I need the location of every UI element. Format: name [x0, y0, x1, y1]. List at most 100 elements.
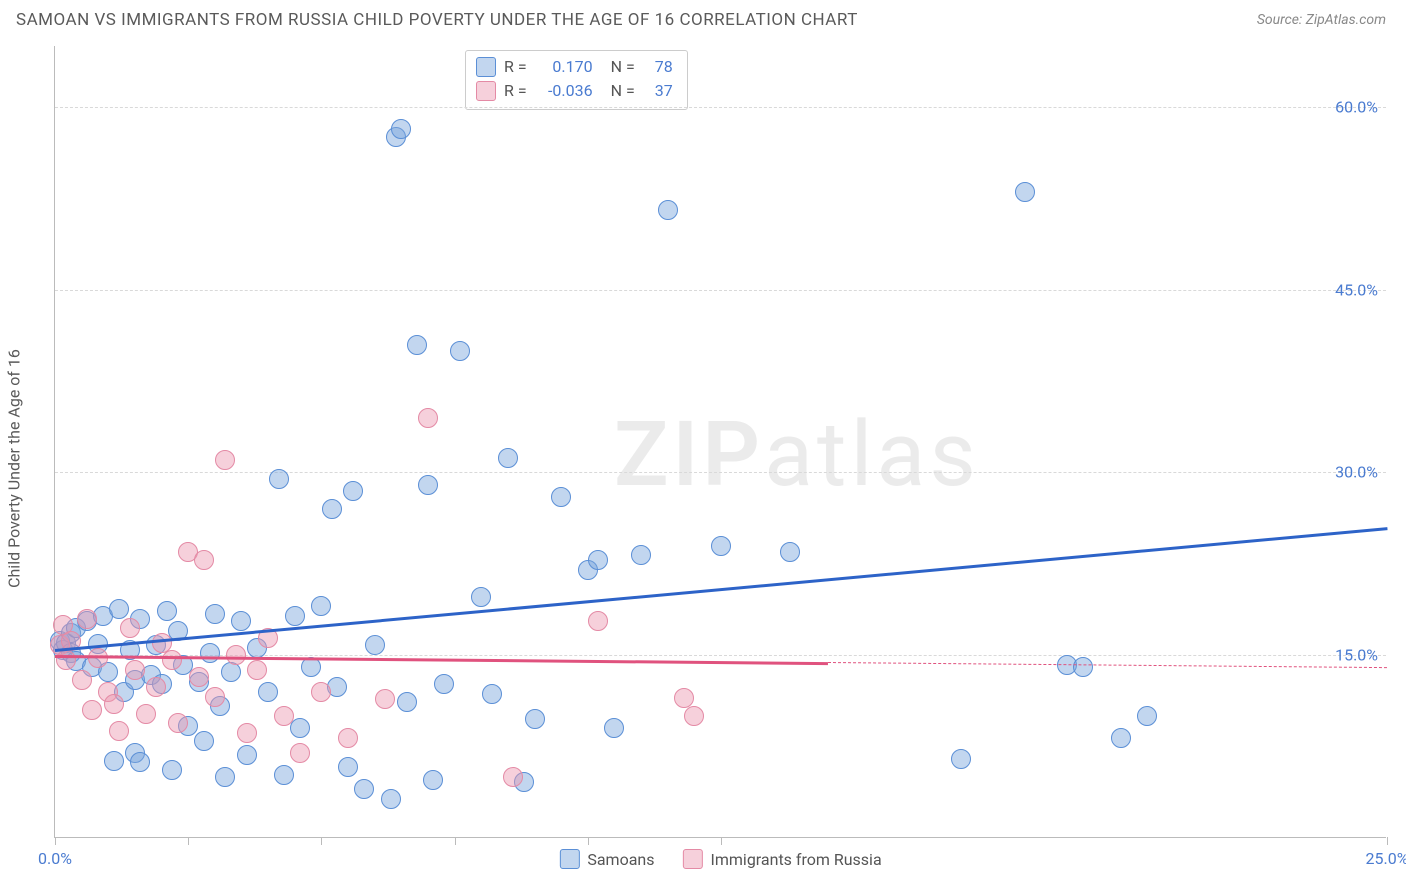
legend-swatch	[683, 849, 703, 869]
data-point	[215, 767, 235, 787]
legend-swatch	[476, 81, 496, 101]
y-tick-label: 30.0%	[1335, 463, 1378, 482]
data-point	[322, 499, 342, 519]
data-point	[109, 721, 129, 741]
x-tick-label: 0.0%	[38, 849, 72, 868]
data-point	[162, 650, 182, 670]
data-point	[168, 713, 188, 733]
y-tick-label: 45.0%	[1335, 280, 1378, 299]
data-point	[375, 689, 395, 709]
data-point	[77, 609, 97, 629]
data-point	[269, 469, 289, 489]
data-point	[1073, 657, 1093, 677]
data-point	[551, 487, 571, 507]
data-point	[604, 718, 624, 738]
gridline	[55, 290, 1386, 291]
y-tick-label: 60.0%	[1335, 97, 1378, 116]
data-point	[588, 611, 608, 631]
data-point	[343, 481, 363, 501]
data-point	[205, 687, 225, 707]
data-point	[450, 341, 470, 361]
x-tick	[455, 837, 456, 845]
legend-n-label: N =	[611, 55, 635, 79]
data-point	[684, 706, 704, 726]
data-point	[498, 448, 518, 468]
data-point	[951, 749, 971, 769]
data-point	[200, 643, 220, 663]
data-point	[274, 706, 294, 726]
data-point	[423, 770, 443, 790]
data-point	[162, 760, 182, 780]
x-tick-label: 25.0%	[1366, 849, 1406, 868]
x-tick	[721, 837, 722, 845]
data-point	[471, 587, 491, 607]
chart-source: Source: ZipAtlas.com	[1257, 12, 1386, 28]
data-point	[525, 709, 545, 729]
legend-swatch	[476, 57, 496, 77]
data-point	[338, 728, 358, 748]
data-point	[247, 660, 267, 680]
data-point	[354, 779, 374, 799]
data-point	[631, 545, 651, 565]
chart-title: SAMOAN VS IMMIGRANTS FROM RUSSIA CHILD P…	[16, 10, 858, 30]
data-point	[104, 694, 124, 714]
data-point	[711, 536, 731, 556]
data-point	[588, 550, 608, 570]
data-point	[237, 723, 257, 743]
x-tick	[588, 837, 589, 845]
correlation-legend: R = 0.170 N = 78R =-0.036N =37	[465, 50, 688, 110]
legend-r-label: R =	[504, 55, 527, 79]
series-legend-item: Samoans	[559, 849, 654, 869]
x-tick	[188, 837, 189, 845]
data-point	[311, 682, 331, 702]
data-point	[285, 606, 305, 626]
legend-r-label: R =	[504, 79, 527, 103]
data-point	[258, 682, 278, 702]
y-tick-label: 15.0%	[1335, 646, 1378, 665]
data-point	[503, 767, 523, 787]
data-point	[311, 596, 331, 616]
data-point	[215, 450, 235, 470]
gridline	[55, 472, 1386, 473]
data-point	[72, 670, 92, 690]
data-point	[125, 660, 145, 680]
legend-row: R = 0.170 N = 78	[476, 55, 673, 79]
legend-n-value: 78	[643, 55, 673, 79]
x-tick	[321, 837, 322, 845]
data-point	[674, 688, 694, 708]
data-point	[205, 604, 225, 624]
data-point	[397, 692, 417, 712]
data-point	[226, 645, 246, 665]
data-point	[780, 542, 800, 562]
data-point	[194, 731, 214, 751]
data-point	[237, 745, 257, 765]
data-point	[56, 650, 76, 670]
y-axis-title: Child Poverty Under the Age of 16	[5, 349, 24, 588]
data-point	[231, 611, 251, 631]
plot-area: ZIPatlas R =0.170N =78R =-0.036N =37 Sam…	[54, 46, 1386, 838]
data-point	[274, 765, 294, 785]
data-point	[418, 475, 438, 495]
legend-row: R =-0.036N =37	[476, 79, 673, 103]
data-point	[120, 618, 140, 638]
data-point	[146, 677, 166, 697]
data-point	[391, 119, 411, 139]
data-point	[407, 335, 427, 355]
data-point	[1111, 728, 1131, 748]
data-point	[418, 408, 438, 428]
legend-swatch	[559, 849, 579, 869]
data-point	[434, 674, 454, 694]
data-point	[1137, 706, 1157, 726]
data-point	[109, 599, 129, 619]
data-point	[157, 601, 177, 621]
watermark-light: atlas	[764, 402, 980, 507]
watermark: ZIPatlas	[614, 402, 980, 507]
watermark-bold: ZIP	[614, 402, 764, 507]
data-point	[82, 700, 102, 720]
data-point	[194, 550, 214, 570]
data-point	[482, 684, 502, 704]
data-point	[290, 718, 310, 738]
series-label: Immigrants from Russia	[711, 850, 882, 869]
data-point	[130, 752, 150, 772]
legend-r-value: 0.170	[535, 55, 593, 79]
